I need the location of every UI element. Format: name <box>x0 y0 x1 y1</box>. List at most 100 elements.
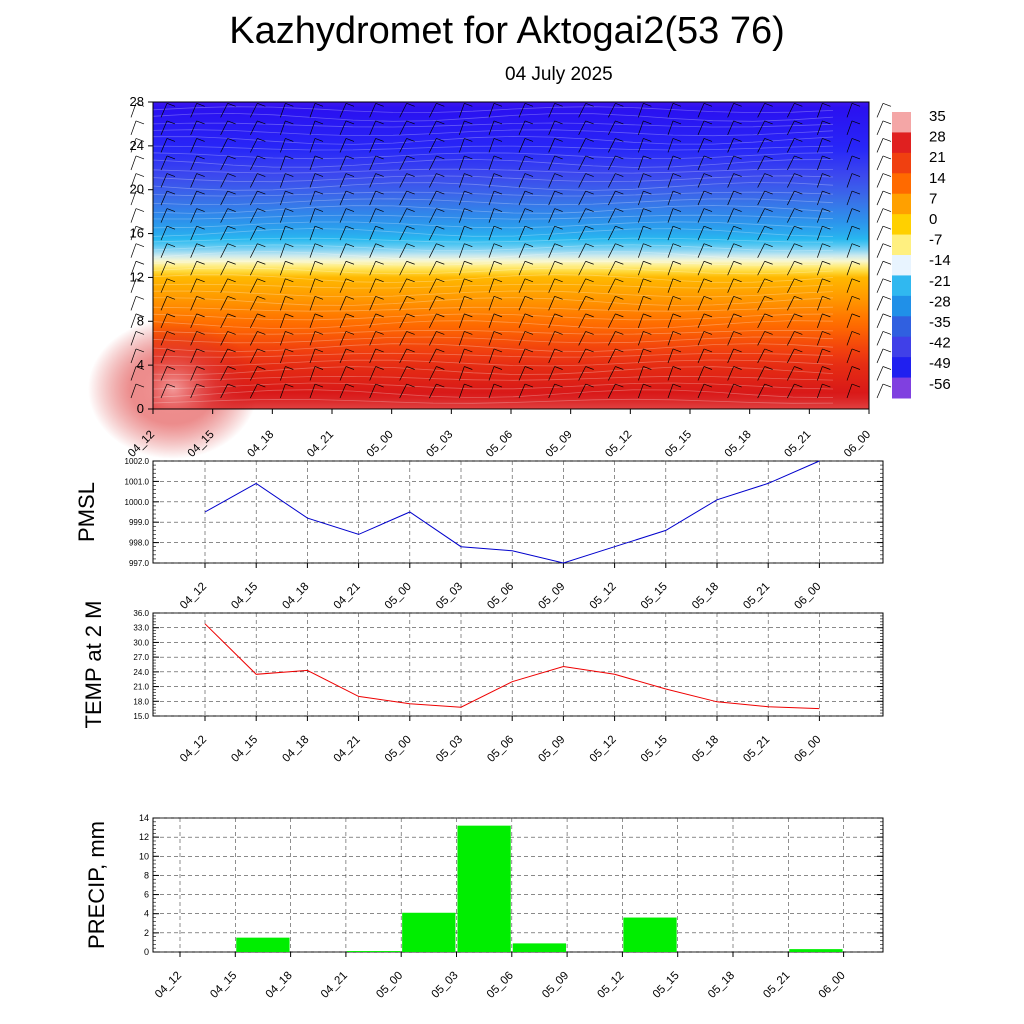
wind-barb-flag <box>493 366 503 370</box>
wind-barb <box>667 278 674 293</box>
wind-barb <box>190 155 197 171</box>
wind-barb <box>727 243 734 258</box>
wind-barb-flag <box>703 103 713 107</box>
wind-barb-flag <box>524 383 534 388</box>
wind-barb-flag <box>643 103 652 107</box>
x-tick-label: 04_15 <box>208 970 239 1001</box>
wind-barb <box>518 348 526 364</box>
wind-barb-flag <box>794 138 803 142</box>
wind-barb-flag <box>493 243 503 248</box>
wind-barb-flag <box>643 260 652 265</box>
wind-barb-flag <box>227 173 236 177</box>
wind-barb <box>608 313 616 329</box>
wind-barb-flag <box>285 208 294 212</box>
wind-barb-flag <box>257 295 266 300</box>
wind-barb <box>638 366 644 381</box>
wind-barb <box>548 120 555 136</box>
wind-barb-flag <box>135 383 145 388</box>
wind-barb-flag <box>733 295 742 300</box>
wind-barb <box>548 313 555 329</box>
wind-barb-flag <box>524 138 534 142</box>
wind-barb <box>697 103 705 118</box>
x-tick-label: 05_15 <box>639 734 670 765</box>
wind-barb-flag <box>585 348 594 353</box>
wind-barb-flag <box>196 173 205 177</box>
wind-barb-flag <box>764 225 773 230</box>
wind-barb-flag <box>882 138 892 142</box>
wind-barb <box>459 173 465 188</box>
wind-barb <box>727 208 734 223</box>
wind-barb <box>548 155 555 171</box>
wind-barb <box>160 331 168 346</box>
wind-barb <box>250 225 258 241</box>
wind-barb-flag <box>464 366 473 370</box>
wind-barb-flag <box>554 278 563 283</box>
x-tick-label: 05_18 <box>690 581 721 612</box>
wind-barb-flag <box>733 278 742 283</box>
wind-barb-flag <box>227 155 236 160</box>
wind-barb <box>757 155 765 171</box>
wind-barb <box>280 261 286 276</box>
wind-barb <box>548 103 555 118</box>
wind-barb-flag <box>703 190 713 195</box>
wind-barb-flag <box>314 313 324 318</box>
wind-barb-flag <box>524 120 534 125</box>
wind-barb <box>667 348 674 364</box>
y-tick-label: 6 <box>144 890 149 900</box>
wind-barb-flag <box>166 260 176 265</box>
wind-barb-flag <box>285 225 294 230</box>
wind-barb-flag <box>851 138 861 142</box>
wind-barb <box>459 296 465 311</box>
wind-barb <box>369 331 376 346</box>
wind-barb <box>250 383 258 399</box>
wind-barb <box>220 348 228 364</box>
wind-barb-flag <box>375 120 384 125</box>
wind-barb <box>429 225 437 241</box>
wind-barb <box>638 331 644 346</box>
contour-line <box>152 320 834 330</box>
wind-barb <box>369 243 376 258</box>
wind-barb <box>727 103 734 118</box>
wind-barb <box>608 331 616 346</box>
wind-barb <box>876 243 884 258</box>
wind-barb-flag <box>882 225 892 230</box>
wind-barb-flag <box>196 295 205 300</box>
wind-barb <box>280 243 286 258</box>
wind-barb <box>578 331 586 346</box>
wind-barb <box>817 313 823 328</box>
wind-barb-flag <box>227 138 236 142</box>
wind-barb <box>429 155 437 171</box>
wind-barb-flag <box>285 243 294 248</box>
colorbar-label: -14 <box>929 252 951 269</box>
x-tick-label: 04_21 <box>319 970 350 1001</box>
colorbar-label: -28 <box>929 293 951 310</box>
wind-barb <box>369 120 376 136</box>
wind-barb <box>518 278 526 293</box>
wind-barb-flag <box>585 155 594 160</box>
colorbar-label: 21 <box>929 149 946 166</box>
x-tick-label: 05_06 <box>485 734 516 765</box>
wind-barb-flag <box>643 155 652 160</box>
wind-barb-flag <box>554 313 563 318</box>
wind-barb-flag <box>257 138 266 142</box>
wind-barb <box>578 155 586 171</box>
wind-barbs <box>130 103 892 399</box>
wind-barb <box>667 155 674 171</box>
x-tick-label: 06_00 <box>792 581 823 612</box>
wind-barb-flag <box>166 120 176 125</box>
wind-barb <box>757 243 765 258</box>
wind-barb-flag <box>257 225 266 230</box>
wind-barb-flag <box>257 190 266 195</box>
wind-barb-flag <box>493 313 503 318</box>
wind-barb <box>130 173 137 188</box>
wind-barb <box>399 173 407 188</box>
wind-barb-flag <box>285 348 294 353</box>
wind-barb-flag <box>643 278 652 283</box>
wind-barb <box>548 138 555 153</box>
colorbar-swatch <box>892 173 911 195</box>
wind-barb <box>309 138 316 153</box>
x-tick-label: 04_21 <box>332 581 363 612</box>
colorbar-swatch <box>892 214 911 236</box>
wind-barb-flag <box>345 225 355 230</box>
wind-barb-flag <box>851 243 861 248</box>
